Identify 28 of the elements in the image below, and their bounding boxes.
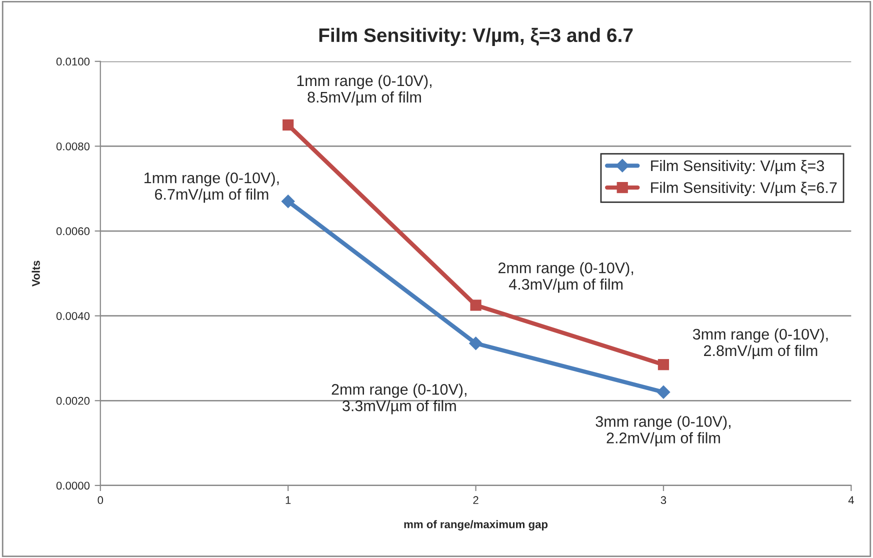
annotation: 2mm range (0-10V), 4.3mV/µm of film [498,262,634,293]
x-tick-label: 3 [660,496,666,504]
x-tick-label: 4 [848,496,854,504]
legend-label: Film Sensitivity: V/µm ξ=6.7 [651,182,837,196]
annotation: 1mm range (0-10V), 8.5mV/µm of film [297,74,432,106]
point [658,359,670,370]
annotation: 3mm range (0-10V), 2.2mV/µm of film [596,416,730,446]
x-tick-label: 0 [98,496,104,504]
x-tick-label: 1 [286,496,291,504]
annotation: 1mm range (0-10V), 6.7mV/µm of film [144,172,279,203]
y-tick-label: 0.0040 [56,312,90,320]
point [282,119,294,131]
y-tick-label: 0.0080 [56,142,90,150]
x-axis-title: mm of range/maximum gap [404,520,548,531]
x-tick-label: 2 [473,496,478,504]
y-tick-label: 0.0100 [56,58,90,66]
y-tick-label: 0.0000 [56,482,90,490]
point [281,194,295,208]
point [468,336,483,350]
y-tick-label: 0.0020 [56,396,90,405]
chart-title: Film Sensitivity: V/µm, ξ=3 and 6.7 [319,28,633,46]
legend-label: Film Sensitivity: V/µm ξ=3 [651,160,824,174]
annotation: 3mm range (0-10V), 2.8mV/µm of film [692,328,828,360]
y-tick-label: 0.0060 [56,227,90,236]
point [470,300,482,311]
annotation: 2mm range (0-10V), 3.3mV/µm of film [332,384,466,414]
point [656,385,670,400]
y-axis-title: Volts [32,260,40,287]
